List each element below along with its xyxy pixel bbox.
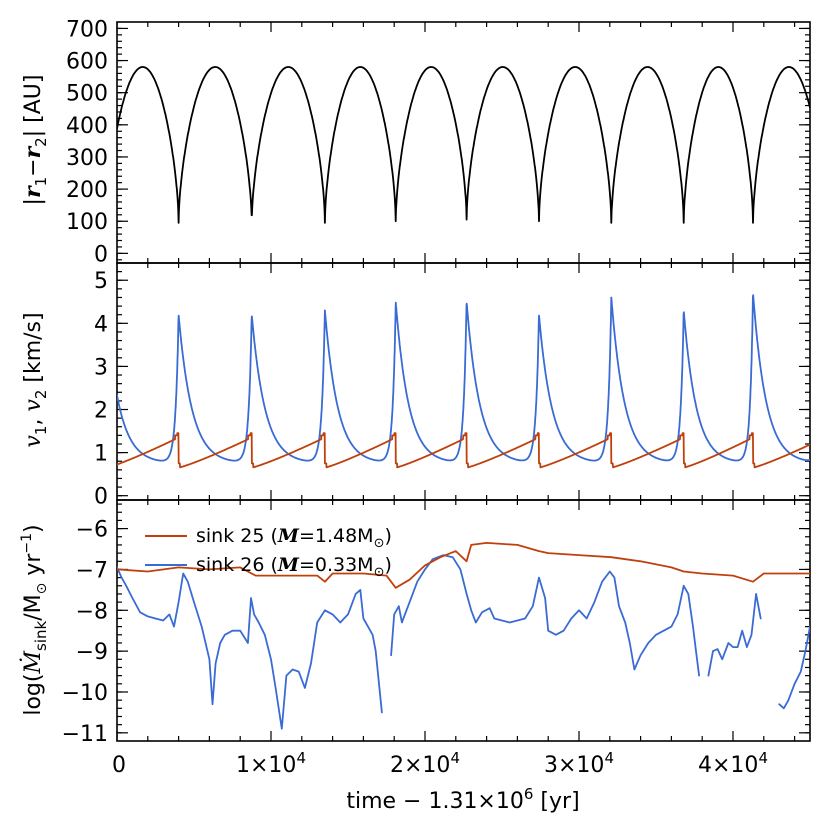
x-tick-label: 4×104 — [698, 749, 768, 778]
y-tick-label: −11 — [62, 722, 108, 747]
y-tick-label: 2 — [94, 399, 108, 424]
y-tick-label: −6 — [76, 518, 108, 543]
x-tick-labels: 0 1×104 2×104 3×104 4×104 — [112, 749, 768, 778]
top-panel-frame — [116, 21, 811, 264]
y-tick-label: 1 — [94, 442, 108, 467]
y-tick-label: −10 — [62, 681, 108, 706]
y-tick-label: −7 — [76, 558, 108, 583]
x-tick-label: 2×104 — [390, 749, 460, 778]
x-axis-label: time − 1.31×106 [yr] — [346, 785, 579, 814]
separation-line — [117, 66, 810, 224]
sink26-accretion-segment — [707, 593, 762, 677]
y-tick-label: 100 — [66, 210, 108, 235]
y-tick-label: 0 — [94, 242, 108, 267]
x-tick-label: 0 — [112, 753, 126, 778]
y-tick-label: 0 — [94, 485, 108, 510]
legend: sink 25 (M=1.48M⊙) sink 26 (M=0.33M⊙) — [145, 525, 392, 580]
y-tick-label: 700 — [66, 17, 108, 42]
middle-panel-frame — [116, 262, 811, 501]
velocity-plot — [117, 294, 810, 469]
separation-plot — [117, 66, 810, 224]
y-tick-label: 200 — [66, 178, 108, 203]
y-tick-label: 400 — [66, 114, 108, 139]
bottom-panel-frame — [116, 499, 811, 742]
y-tick-labels: 0 100 200 300 400 500 600 700 0 1 2 3 4 5 −11 −10 −9 −8 −7… — [62, 17, 108, 746]
axis-ticks — [116, 22, 810, 741]
sink25-accretion-line — [117, 542, 810, 589]
legend-label-sink25: sink 25 (M=1.48M⊙) — [196, 525, 392, 551]
top-y-axis-label: |r1−r2| [AU] — [20, 75, 50, 206]
y-tick-label: 300 — [66, 146, 108, 171]
y-tick-label: 600 — [66, 50, 108, 75]
v2-line — [117, 294, 810, 462]
y-tick-label: −8 — [76, 599, 108, 624]
y-tick-label: 3 — [94, 355, 108, 380]
x-tick-label: 1×104 — [236, 749, 306, 778]
sink26-accretion-segment — [390, 554, 700, 677]
legend-label-sink26: sink 26 (M=0.33M⊙) — [196, 554, 392, 580]
sink26-accretion-segment — [117, 566, 383, 730]
y-tick-label: −9 — [76, 640, 108, 665]
x-tick-label: 3×104 — [544, 749, 614, 778]
accretion-plot — [117, 542, 810, 730]
middle-y-axis-label: v1, v2 [km/s] — [21, 312, 50, 447]
bottom-y-axis-label: log(Ṁsink/M⊙ yr−1) — [19, 524, 50, 715]
v1-line — [117, 432, 810, 469]
sink26-accretion-segment — [778, 625, 810, 710]
y-tick-label: 5 — [94, 269, 108, 294]
y-tick-label: 4 — [94, 312, 108, 337]
y-tick-label: 500 — [66, 82, 108, 107]
